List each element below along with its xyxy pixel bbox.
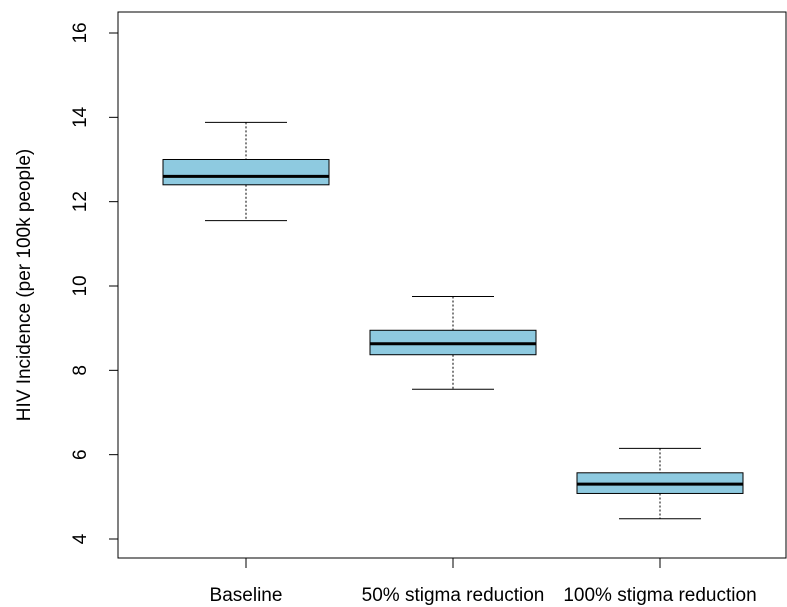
x-axis: Baseline 50% stigma reduction 100% stigma … — [210, 558, 757, 606]
y-tick-label: 8 — [70, 365, 91, 376]
y-tick-label: 14 — [70, 106, 91, 128]
plot-frame — [117, 11, 787, 559]
y-tick-label: 4 — [70, 533, 91, 544]
y-tick-label: 12 — [70, 191, 91, 212]
box-group — [576, 447, 744, 520]
x-tick-label: 100% stigma reduction — [563, 585, 756, 606]
y-tick-label: 10 — [70, 275, 91, 296]
y-tick-label: 16 — [70, 22, 91, 43]
box-group — [162, 121, 330, 222]
y-tick-label: 6 — [70, 449, 91, 460]
box-group — [369, 296, 537, 390]
y-axis: 4 6 8 10 12 14 16 — [70, 22, 118, 544]
box-iqr — [162, 158, 330, 186]
x-tick-label: 50% stigma reduction — [362, 585, 545, 606]
y-axis-label: HIV Incidence (per 100k people) — [14, 149, 35, 422]
boxes-layer — [162, 121, 744, 520]
x-tick-label: Baseline — [210, 585, 283, 606]
